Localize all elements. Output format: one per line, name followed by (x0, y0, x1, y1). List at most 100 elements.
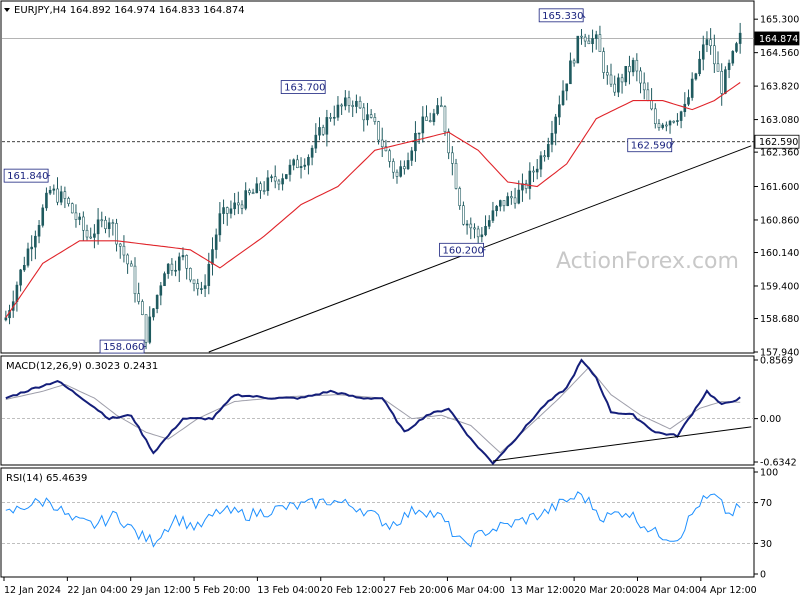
moving-average-line (5, 82, 741, 318)
candle-body (565, 83, 569, 92)
candle-body (451, 152, 454, 164)
candle-body (203, 285, 207, 289)
candle-body (646, 89, 650, 101)
x-tick-label: 4 Apr 12:00 (701, 585, 757, 596)
candle-body (222, 207, 225, 214)
price-y-tick-label: 163.080 (760, 115, 799, 126)
candle-body (502, 200, 506, 207)
candle-body (458, 188, 462, 206)
candle-body (56, 188, 59, 203)
candle-body (52, 188, 56, 191)
candle-body (22, 265, 26, 271)
candle-body (262, 190, 266, 192)
candle-body (701, 44, 705, 60)
x-tick-label: 27 Feb 20:00 (384, 585, 446, 596)
candle-body (273, 176, 277, 182)
candle-body (546, 144, 550, 158)
candle-body (163, 273, 166, 287)
x-tick-label: 29 Jan 12:00 (131, 585, 191, 596)
callout-box (3, 168, 49, 183)
candle-body (284, 174, 288, 179)
candle-body (576, 35, 580, 64)
candle-body (144, 314, 148, 343)
x-tick-label: 13 Feb 04:00 (257, 585, 319, 596)
macd-panel (0, 355, 755, 466)
candle-body (240, 204, 244, 209)
candle-body (724, 69, 727, 94)
candle-body (735, 43, 738, 52)
candle-body (487, 220, 491, 227)
candle-body (362, 107, 366, 121)
candle-body (133, 265, 137, 295)
candle-body (174, 269, 177, 272)
x-tick-label: 13 Mar 12:00 (511, 585, 574, 596)
candle-body (694, 73, 698, 80)
candle-body (211, 249, 214, 265)
candle-body (624, 66, 628, 83)
x-tick-label: 20 Feb 12:00 (321, 585, 383, 596)
candle-body (48, 189, 52, 194)
price-panel (0, 0, 755, 354)
candle-body (698, 58, 701, 75)
candle-body (41, 207, 45, 226)
candle-body (391, 161, 395, 173)
candle-body (384, 146, 388, 152)
callout-label: 161.840 (7, 171, 48, 182)
candle-body (159, 285, 163, 296)
candle-body (665, 124, 668, 127)
callout-box (439, 242, 484, 257)
dropdown-triangle-icon[interactable] (4, 8, 10, 12)
candle-body (4, 317, 8, 321)
candle-body (436, 105, 439, 114)
candle-body (572, 60, 576, 64)
candle-body (535, 168, 539, 173)
candle-body (495, 205, 498, 212)
candle-body (598, 34, 602, 52)
candle-body (192, 279, 196, 284)
candle-body (517, 189, 521, 204)
candle-body (74, 212, 78, 220)
candle-body (37, 225, 41, 237)
candle-body (462, 205, 465, 225)
candle-body (307, 156, 310, 166)
callout-box (280, 80, 326, 94)
candle-body (425, 116, 428, 121)
candle-body (26, 248, 30, 266)
candle-body (155, 294, 159, 309)
candle-body (336, 104, 340, 118)
candle-body (561, 90, 565, 105)
rsi-y-tick-label: 0 (760, 570, 766, 581)
candle-body (731, 51, 735, 64)
candle-body (85, 229, 89, 238)
rsi-header: RSI(14) 65.4639 (6, 473, 87, 484)
x-tick-label: 28 Mar 04:00 (637, 585, 700, 596)
candle-body (111, 222, 115, 224)
price-y-tick-label: 158.680 (760, 314, 799, 325)
candle-body (713, 45, 716, 65)
rsi-line (5, 491, 741, 548)
candle-body (89, 236, 93, 239)
candle-body (410, 150, 414, 161)
candle-body (406, 160, 410, 170)
candle-body (214, 234, 218, 250)
candle-body (602, 51, 605, 73)
candle-body (709, 39, 712, 47)
callout-label: 160.200 (443, 245, 484, 256)
candle-body (185, 255, 188, 269)
candle-body (606, 72, 609, 76)
candle-body (687, 97, 690, 105)
candle-body (122, 245, 126, 256)
candle-body (329, 117, 332, 119)
candle-body (126, 254, 129, 265)
callout-label: 162.590 (631, 141, 672, 152)
candle-body (399, 166, 402, 177)
candle-body (96, 219, 100, 235)
candle-body (417, 132, 421, 135)
candle-body (218, 213, 222, 236)
candle-body (59, 191, 63, 203)
candle-body (63, 191, 67, 199)
candle-body (539, 155, 543, 170)
candle-body (528, 170, 532, 189)
price-y-tick-label: 162.360 (760, 148, 799, 159)
